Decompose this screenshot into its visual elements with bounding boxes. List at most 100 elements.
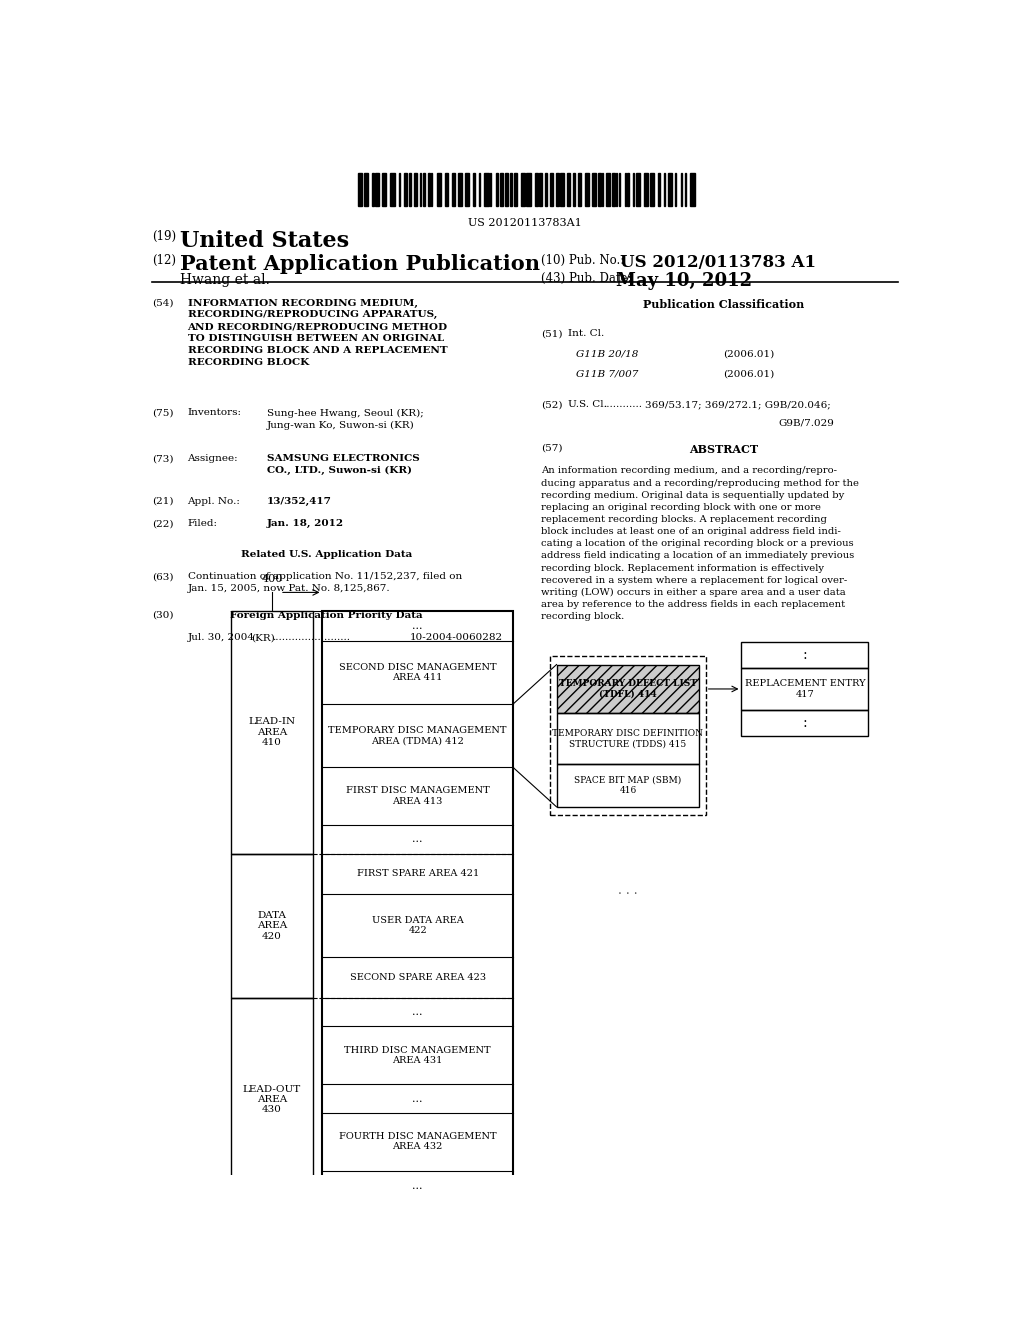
Text: Inventors:: Inventors: — [187, 408, 242, 417]
Bar — [436, 173, 441, 206]
Bar — [231, 854, 313, 998]
Bar — [428, 173, 430, 206]
Text: G9B/7.029: G9B/7.029 — [778, 418, 835, 428]
Bar — [606, 173, 610, 206]
Text: 369/53.17; 369/272.1; G9B/20.046;: 369/53.17; 369/272.1; G9B/20.046; — [645, 400, 831, 409]
Bar — [664, 173, 666, 206]
Bar — [358, 173, 362, 206]
Text: 10-2004-0060282: 10-2004-0060282 — [410, 634, 503, 642]
Bar — [484, 173, 488, 206]
Bar — [539, 173, 542, 206]
Bar — [567, 173, 569, 206]
Bar — [521, 173, 525, 206]
Text: Filed:: Filed: — [187, 519, 217, 528]
Text: 13/352,417: 13/352,417 — [267, 496, 332, 506]
Bar — [409, 173, 412, 206]
Bar — [375, 173, 379, 206]
Text: ............: ............ — [602, 400, 642, 409]
Text: (75): (75) — [152, 408, 173, 417]
Text: TEMPORARY DISC DEFINITION
STRUCTURE (TDDS) 415: TEMPORARY DISC DEFINITION STRUCTURE (TDD… — [553, 729, 703, 748]
Text: US 20120113783A1: US 20120113783A1 — [468, 218, 582, 228]
Text: (2006.01): (2006.01) — [723, 350, 774, 359]
Text: Appl. No.:: Appl. No.: — [187, 496, 241, 506]
Text: (63): (63) — [152, 572, 173, 581]
Bar — [741, 643, 868, 668]
Text: US 2012/0113783 A1: US 2012/0113783 A1 — [620, 253, 816, 271]
Text: G11B 20/18: G11B 20/18 — [577, 350, 639, 359]
Text: Continuation of application No. 11/152,237, filed on
Jan. 15, 2005, now Pat. No.: Continuation of application No. 11/152,2… — [187, 572, 462, 593]
Text: THIRD DISC MANAGEMENT
AREA 431: THIRD DISC MANAGEMENT AREA 431 — [344, 1045, 490, 1065]
Text: (30): (30) — [152, 611, 173, 619]
Bar — [556, 173, 559, 206]
Bar — [452, 173, 455, 206]
Text: ...: ... — [413, 1093, 423, 1104]
Text: (51): (51) — [541, 329, 562, 338]
Text: Assignee:: Assignee: — [187, 454, 239, 463]
Text: Foreign Application Priority Data: Foreign Application Priority Data — [230, 611, 423, 619]
Bar — [550, 173, 553, 206]
Bar — [560, 173, 564, 206]
Bar — [598, 173, 601, 206]
Bar — [681, 173, 682, 206]
Bar — [668, 173, 672, 206]
Text: (43) Pub. Date:: (43) Pub. Date: — [541, 272, 631, 285]
Text: LEAD-IN
AREA
410: LEAD-IN AREA 410 — [249, 717, 296, 747]
Text: SECOND DISC MANAGEMENT
AREA 411: SECOND DISC MANAGEMENT AREA 411 — [339, 663, 497, 682]
Bar — [636, 173, 640, 206]
Bar — [579, 173, 581, 206]
Bar — [690, 173, 694, 206]
Bar — [572, 173, 575, 206]
Text: United States: United States — [179, 230, 349, 252]
Bar — [420, 173, 421, 206]
Bar — [644, 173, 648, 206]
Text: Jan. 18, 2012: Jan. 18, 2012 — [267, 519, 344, 528]
Text: Int. Cl.: Int. Cl. — [568, 329, 605, 338]
Bar — [650, 173, 654, 206]
Bar — [510, 173, 512, 206]
Bar — [415, 173, 417, 206]
Bar — [390, 173, 394, 206]
Bar — [231, 611, 313, 854]
Text: ...: ... — [413, 1181, 423, 1191]
Text: (2006.01): (2006.01) — [723, 370, 774, 379]
Text: Publication Classification: Publication Classification — [643, 298, 804, 310]
Text: (12): (12) — [152, 253, 176, 267]
Bar — [496, 173, 499, 206]
Text: Patent Application Publication: Patent Application Publication — [179, 253, 540, 275]
Text: May 10, 2012: May 10, 2012 — [616, 272, 753, 290]
Text: :: : — [803, 715, 807, 730]
Text: ...: ... — [413, 1007, 423, 1018]
Text: (19): (19) — [152, 230, 176, 243]
Text: FIRST DISC MANAGEMENT
AREA 413: FIRST DISC MANAGEMENT AREA 413 — [346, 787, 489, 807]
Bar — [535, 173, 538, 206]
Text: TEMPORARY DISC MANAGEMENT
AREA (TDMA) 412: TEMPORARY DISC MANAGEMENT AREA (TDMA) 41… — [329, 726, 507, 746]
Bar — [323, 611, 513, 1201]
Bar — [625, 173, 626, 206]
Text: REPLACEMENT ENTRY
417: REPLACEMENT ENTRY 417 — [744, 680, 865, 698]
Bar — [628, 173, 629, 206]
Bar — [506, 173, 508, 206]
Text: ........................: ........................ — [272, 634, 350, 642]
Bar — [372, 173, 374, 206]
Text: G11B 7/007: G11B 7/007 — [577, 370, 639, 379]
Text: Jul. 30, 2004: Jul. 30, 2004 — [187, 634, 255, 642]
Bar — [586, 173, 590, 206]
Bar — [478, 173, 480, 206]
Bar — [550, 656, 706, 814]
Bar — [404, 173, 408, 206]
Text: (73): (73) — [152, 454, 173, 463]
Bar — [741, 668, 868, 710]
Bar — [382, 173, 386, 206]
Text: (52): (52) — [541, 400, 562, 409]
Bar — [364, 173, 368, 206]
Bar — [514, 173, 516, 206]
Text: INFORMATION RECORDING MEDIUM,
RECORDING/REPRODUCING APPARATUS,
AND RECORDING/REP: INFORMATION RECORDING MEDIUM, RECORDING/… — [187, 298, 447, 367]
Text: (22): (22) — [152, 519, 173, 528]
Bar — [602, 173, 603, 206]
Text: 400: 400 — [261, 574, 283, 585]
Text: SPACE BIT MAP (SBM)
416: SPACE BIT MAP (SBM) 416 — [574, 776, 682, 795]
Text: U.S. Cl.: U.S. Cl. — [568, 400, 607, 409]
Text: FOURTH DISC MANAGEMENT
AREA 432: FOURTH DISC MANAGEMENT AREA 432 — [339, 1133, 497, 1151]
Bar — [398, 173, 400, 206]
Bar — [658, 173, 659, 206]
